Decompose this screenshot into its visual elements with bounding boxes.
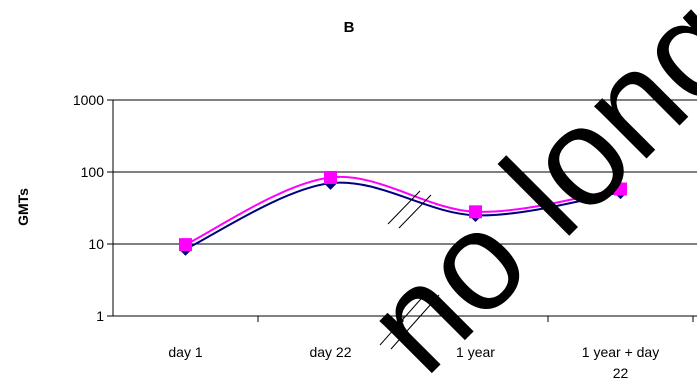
chart-title: B	[344, 19, 355, 36]
series-2-point	[469, 205, 482, 219]
x-tick-label: day 22	[309, 344, 351, 360]
series-group	[178, 170, 628, 256]
series-line-2	[185, 175, 621, 246]
y-tick-label: 1000	[73, 92, 104, 108]
y-tick-label: 100	[81, 164, 105, 180]
y-axis-label: GMTs	[15, 188, 31, 226]
x-tick-label: 1 year + day 22	[582, 344, 659, 381]
series-2-point	[614, 182, 627, 196]
series-line-1	[185, 181, 621, 250]
axis-break-mark	[387, 190, 421, 225]
x-tick-labels: day 1 day 22 1 year 1 year + day 22	[168, 344, 659, 381]
y-tick-labels: 1 10 100 1000	[73, 92, 104, 324]
x-tick-label: 1 year	[456, 344, 495, 360]
axis-break-mark	[398, 194, 432, 229]
gridlines	[113, 99, 697, 245]
x-tick-label: day 1	[168, 344, 202, 360]
y-tick-label: 1	[96, 308, 104, 324]
axis-break-mark	[390, 294, 440, 350]
axes	[107, 99, 697, 322]
series-2-point	[324, 170, 337, 184]
y-tick-label: 10	[88, 236, 104, 252]
series-2-point	[179, 238, 192, 252]
axis-break-mark	[379, 290, 429, 346]
axis-break-marks	[379, 190, 440, 350]
